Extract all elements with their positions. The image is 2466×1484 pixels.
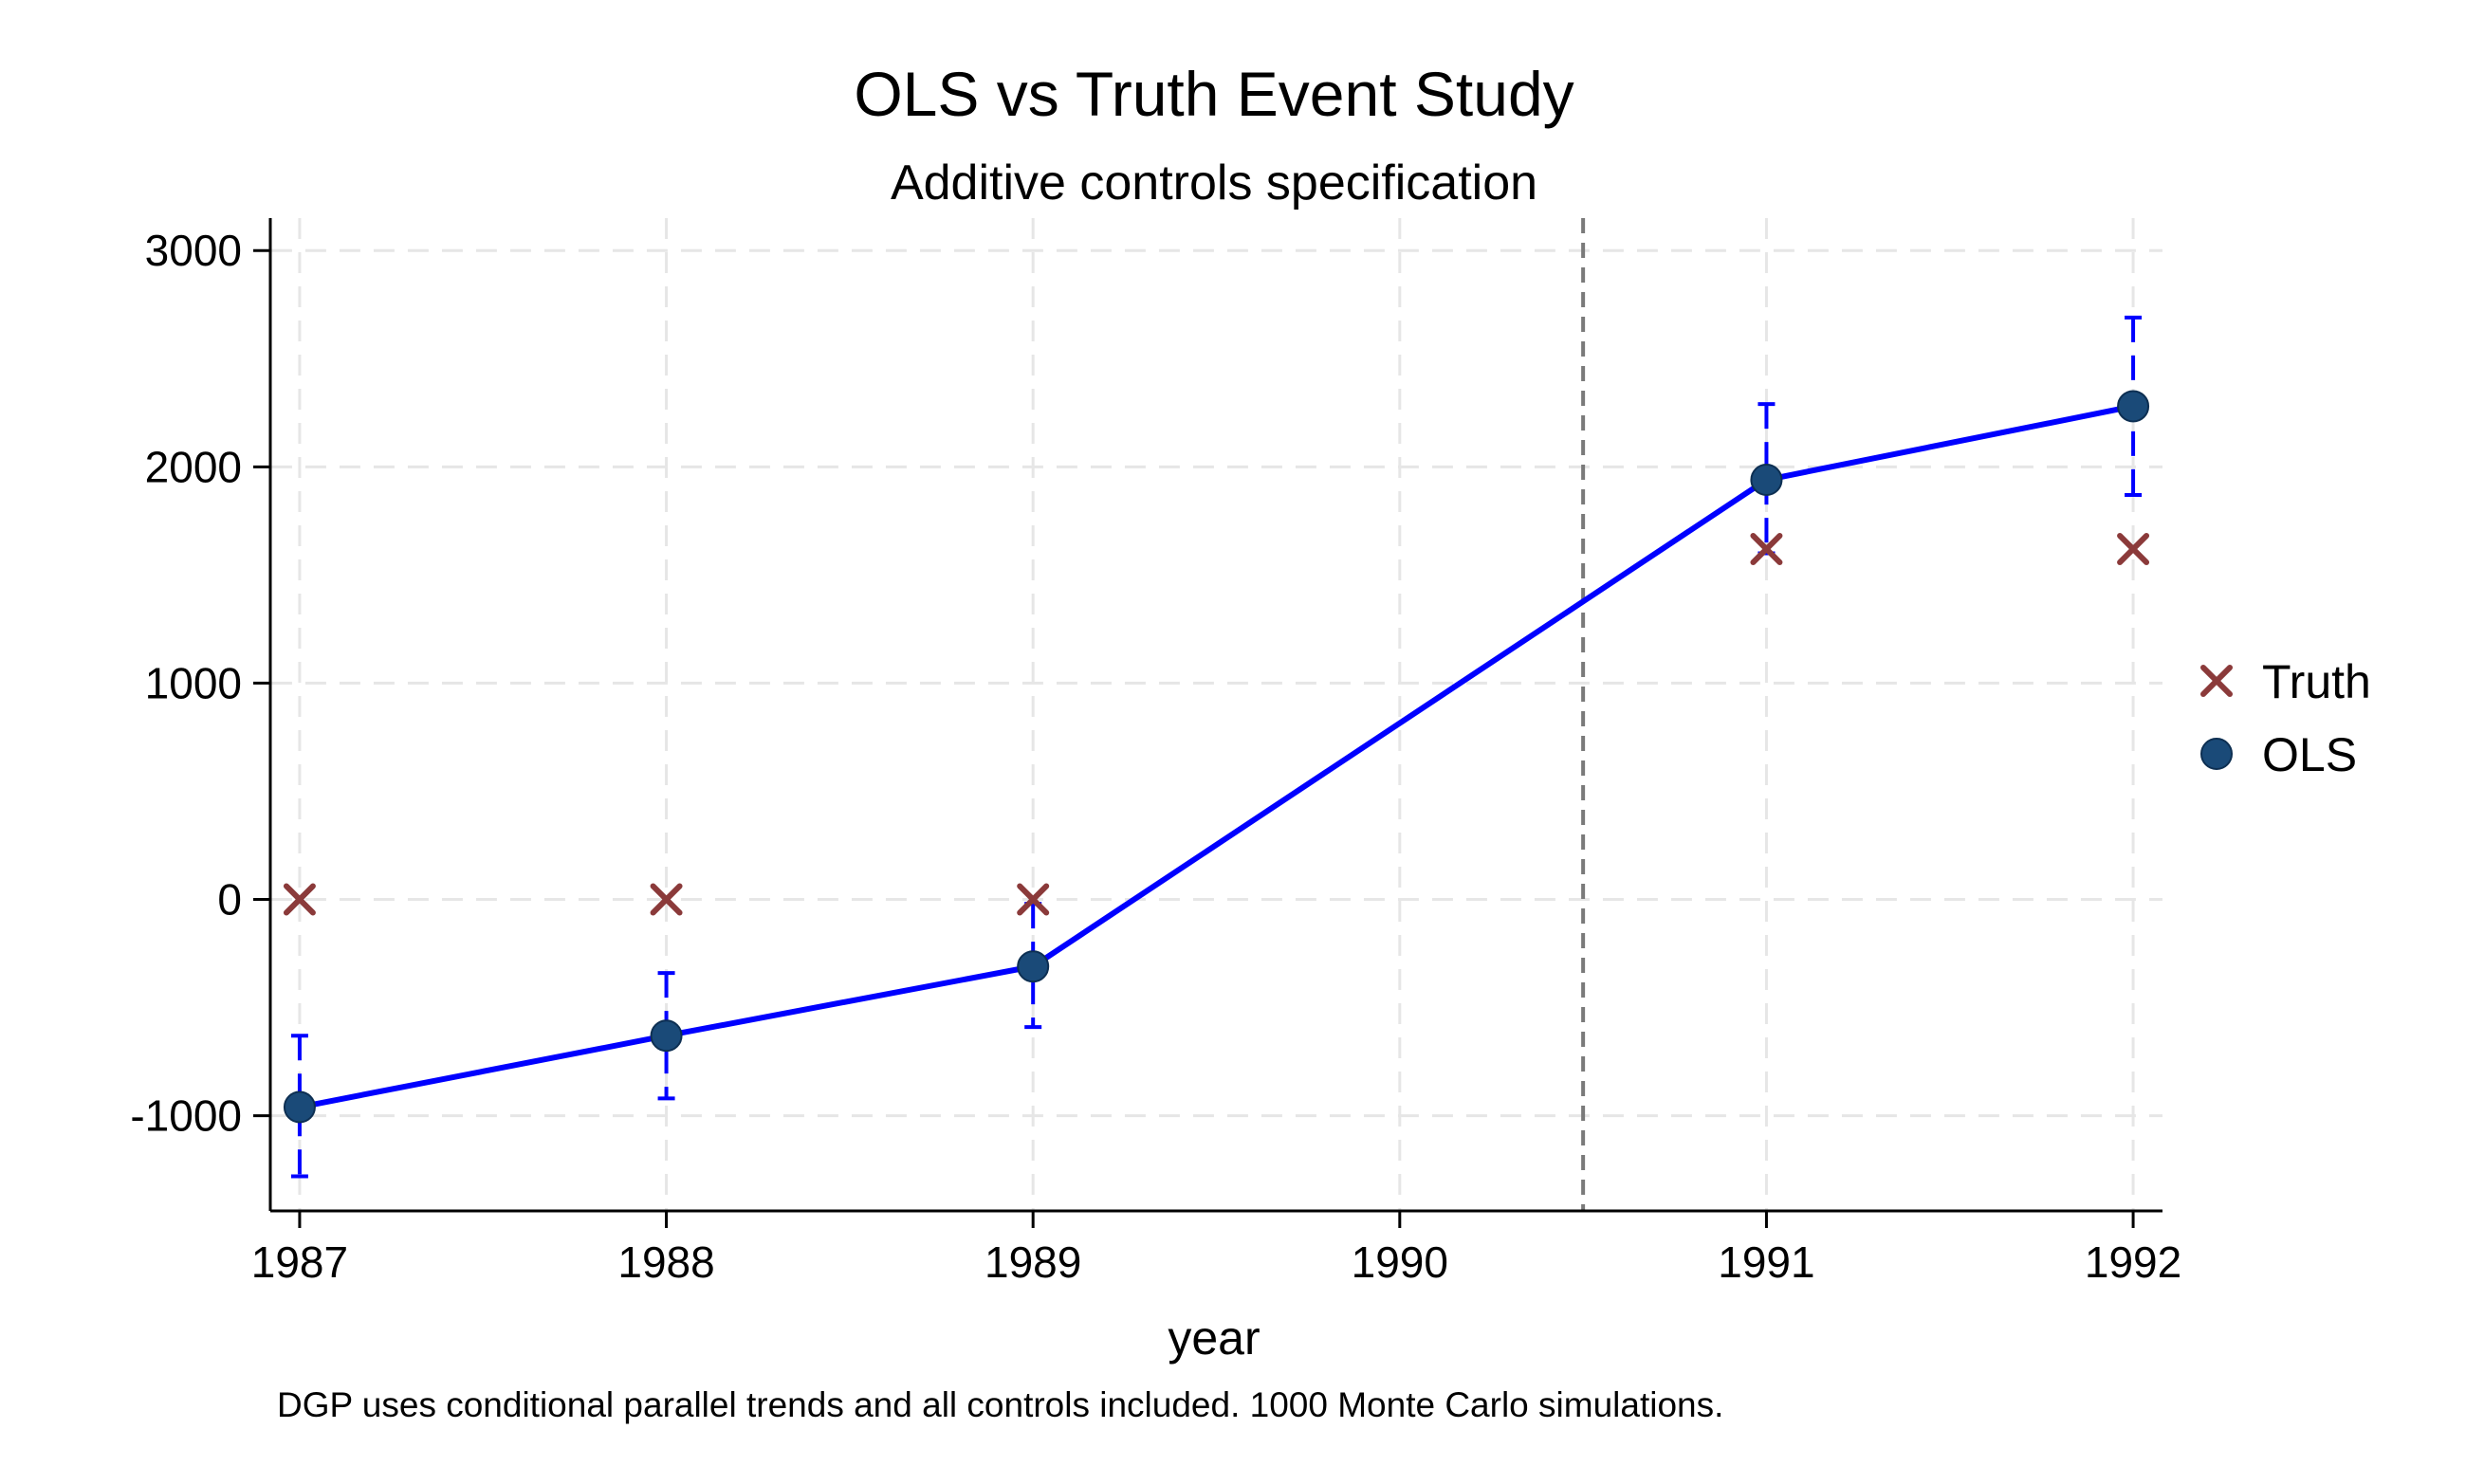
x-stroke [283, 883, 316, 916]
legend-truth-label: Truth [2262, 655, 2371, 708]
x-tick-label: 1990 [1352, 1237, 1448, 1287]
x-stroke [650, 883, 683, 916]
y-tick-label: 3000 [145, 226, 242, 275]
y-tick-label: -1000 [130, 1091, 242, 1141]
chart-note: DGP uses conditional parallel trends and… [277, 1385, 1723, 1424]
legend-truth-marker [2200, 665, 2233, 697]
tick-labels-layer: -1000 0 1000 2000 3000 1987 1988 1989 1990 1991 19… [130, 226, 2181, 1287]
x-stroke [2200, 665, 2233, 697]
legend-ols-label: OLS [2262, 728, 2357, 781]
legend-ols-marker [2200, 738, 2233, 770]
ols-line-layer [299, 403, 2134, 1110]
x-tick-label: 1988 [617, 1237, 714, 1287]
truth-marker [2117, 533, 2150, 565]
x-tick-label: 1989 [985, 1237, 1081, 1287]
x-tick-label: 1992 [2085, 1237, 2181, 1287]
confidence-interval-layer [290, 315, 2143, 1179]
x-axis-title: year [1168, 1311, 1260, 1365]
legend: Truth OLS [2200, 655, 2371, 781]
truth-marker [1017, 883, 1050, 916]
grid-layer [270, 218, 2162, 1211]
y-tick-label: 1000 [145, 658, 242, 707]
y-tick-label: 2000 [145, 442, 242, 491]
x-stroke [1017, 883, 1050, 916]
chart-subtitle: Additive controls specification [891, 156, 1537, 211]
ols-line [299, 403, 2134, 1110]
chart-title: OLS vs Truth Event Study [854, 59, 1573, 129]
truth-marker [1750, 533, 1783, 565]
ols-point [650, 1019, 683, 1053]
axes-layer [253, 218, 2162, 1228]
truth-marker [283, 883, 316, 916]
x-tick-label: 1991 [1718, 1237, 1814, 1287]
ols-markers-layer [283, 390, 2150, 1124]
ols-point [283, 1090, 316, 1124]
x-tick-label: 1987 [251, 1237, 348, 1287]
truth-marker [650, 883, 683, 916]
ols-point [2117, 390, 2150, 423]
truth-markers-layer [283, 533, 2150, 916]
x-stroke [1750, 533, 1783, 565]
ols-point [1017, 950, 1050, 983]
ols-point [1750, 464, 1783, 497]
x-stroke [2117, 533, 2150, 565]
y-tick-label: 0 [217, 875, 242, 925]
